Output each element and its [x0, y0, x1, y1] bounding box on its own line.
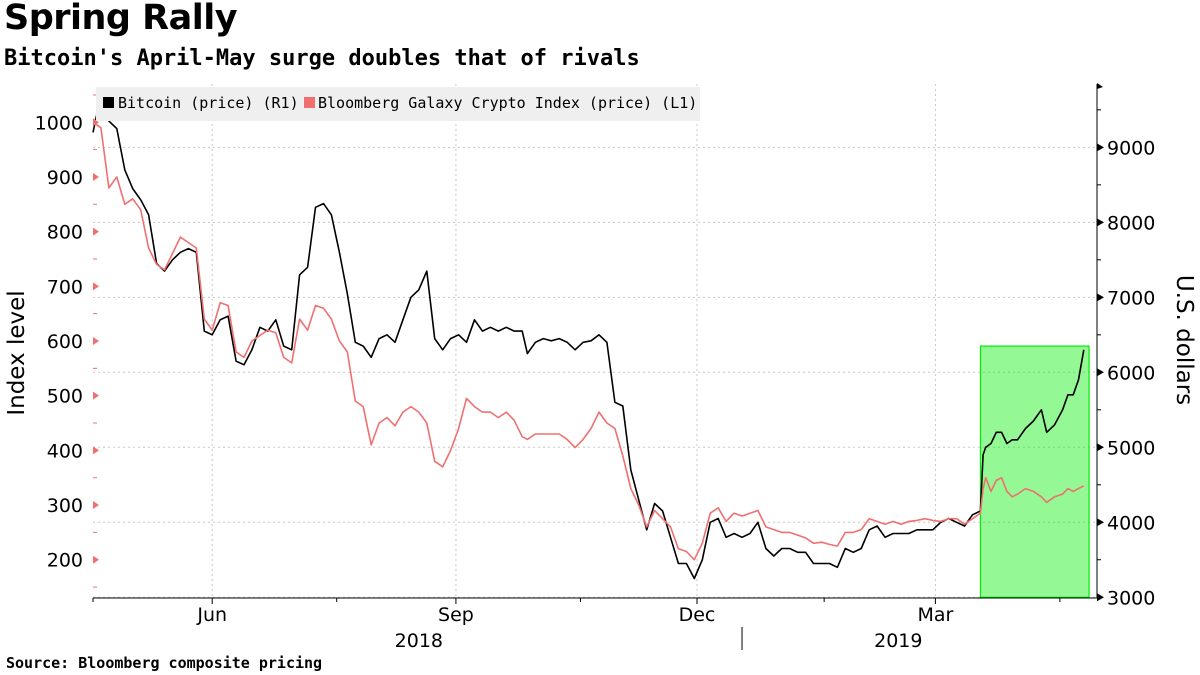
- right-tick-label: 7000: [1107, 287, 1155, 309]
- right-tick-label: 6000: [1107, 362, 1155, 384]
- right-tick-marker: [1097, 443, 1104, 452]
- x-tick-label: Sep: [438, 604, 474, 626]
- left-tick-label: 1000: [35, 112, 83, 134]
- right-tick-marker: [1097, 368, 1104, 377]
- highlight-box-group: [979, 345, 1090, 598]
- x-tick-label: Mar: [917, 604, 953, 626]
- gridlines: [93, 84, 1097, 598]
- year-label: 2019: [874, 630, 922, 652]
- legend-swatch-galaxy: [304, 97, 315, 108]
- chart-title: Spring Rally: [4, 0, 238, 38]
- right-tick-marker: [1097, 293, 1104, 302]
- y-axis-left-title: Index level: [4, 290, 30, 415]
- left-tick-marker: [93, 555, 99, 564]
- bitcoin-series-line: [92, 94, 1085, 580]
- left-tick-label: 700: [47, 276, 83, 298]
- highlight-box: [979, 345, 1090, 598]
- left-tick-marker: [93, 227, 99, 236]
- right-tick-label: 8000: [1107, 212, 1155, 234]
- left-tick-label: 900: [47, 167, 83, 189]
- source-note: Source: Bloomberg composite pricing: [6, 654, 323, 672]
- right-tick-label: 9000: [1107, 137, 1155, 159]
- right-tick-label: 4000: [1107, 512, 1155, 534]
- series-lines: [92, 94, 1085, 580]
- left-tick-marker: [93, 391, 99, 400]
- galaxy-index-series-line: [92, 121, 1085, 561]
- right-tick-marker: [1097, 143, 1104, 152]
- left-tick-marker: [93, 337, 99, 345]
- left-tick-marker: [93, 282, 99, 291]
- left-tick-label: 600: [47, 331, 83, 353]
- left-tick-marker: [93, 172, 99, 181]
- right-tick-marker: [1097, 518, 1104, 527]
- legend: Bitcoin (price) (R1) Bloomberg Galaxy Cry…: [96, 87, 700, 121]
- left-tick-label: 500: [47, 386, 83, 408]
- left-tick-label: 200: [47, 550, 83, 572]
- y-axis-right-title: U.S. dollars: [1171, 275, 1197, 405]
- legend-label-galaxy: Bloomberg Galaxy Crypto Index (price) (L…: [318, 94, 697, 112]
- right-tick-marker: [1097, 593, 1104, 602]
- right-tick-label: 5000: [1107, 437, 1155, 459]
- x-tick-label: Jun: [196, 604, 227, 626]
- left-tick-marker: [93, 118, 99, 127]
- plot-frame: [93, 83, 1103, 599]
- legend-label-bitcoin: Bitcoin (price) (R1): [118, 94, 299, 112]
- axis-arrow-icon: [1097, 83, 1103, 89]
- left-tick-marker: [93, 446, 99, 455]
- year-label: 2018: [395, 630, 443, 652]
- x-tick-label: Dec: [679, 604, 716, 626]
- axes: 200 300 400 500 600 700 800 900 1000 3000 4000 5000…: [4, 94, 1197, 652]
- left-tick-label: 400: [47, 440, 83, 462]
- right-tick-label: 3000: [1107, 587, 1155, 609]
- right-tick-marker: [1097, 218, 1104, 227]
- chart-subtitle: Bitcoin's April-May surge doubles that o…: [4, 46, 640, 71]
- left-tick-marker: [93, 501, 99, 510]
- legend-background: [96, 87, 700, 121]
- legend-swatch-bitcoin: [103, 97, 114, 108]
- left-tick-label: 300: [47, 495, 83, 517]
- left-tick-label: 800: [47, 222, 83, 244]
